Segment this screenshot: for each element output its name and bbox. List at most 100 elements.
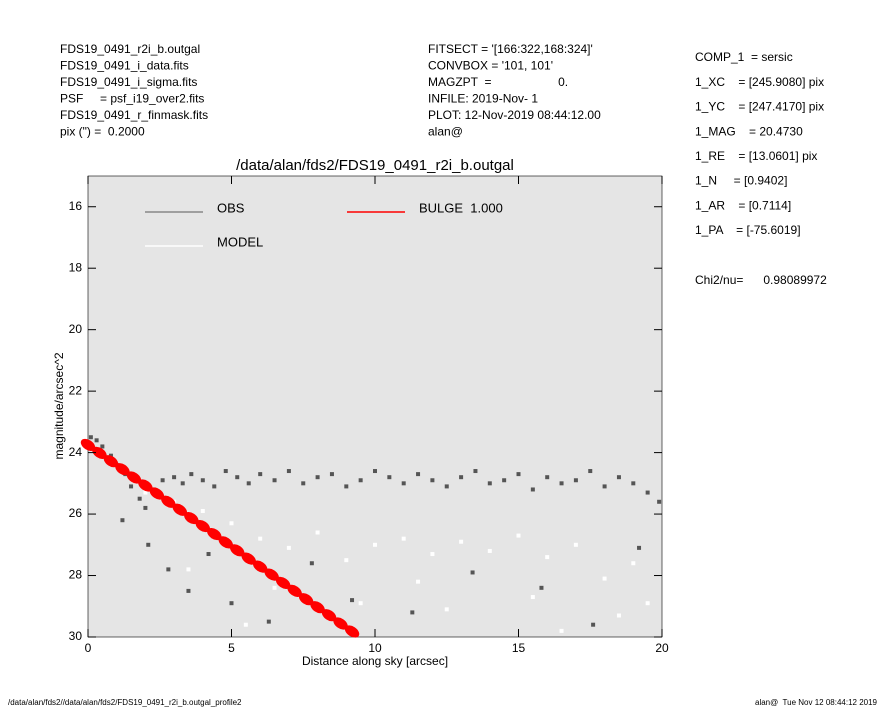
y-tick-label: 18	[69, 260, 83, 274]
point	[470, 570, 475, 575]
point	[410, 610, 415, 615]
point	[212, 484, 217, 489]
point	[186, 588, 191, 593]
point	[657, 499, 662, 504]
point	[559, 628, 564, 633]
point	[120, 518, 125, 523]
point	[200, 508, 205, 513]
point	[645, 490, 650, 495]
point	[180, 481, 185, 486]
point	[315, 475, 320, 480]
point	[160, 478, 165, 483]
point	[416, 579, 421, 584]
bulge-point	[126, 471, 142, 484]
legend-label: OBS	[217, 200, 245, 215]
point	[487, 548, 492, 553]
header-left: FDS19_0491_r_finmask.fits	[60, 108, 208, 122]
point	[143, 490, 148, 495]
point	[100, 444, 105, 449]
bulge-point	[80, 438, 96, 452]
x-axis-label: Distance along sky [arcsec]	[302, 654, 448, 668]
y-tick-label: 26	[69, 506, 83, 520]
bulge-point	[344, 625, 360, 638]
bulge-point	[161, 495, 176, 508]
bulge-point	[275, 576, 291, 590]
point	[602, 484, 607, 489]
point	[631, 561, 636, 566]
point	[539, 585, 544, 590]
point	[545, 555, 550, 560]
header-middle: PLOT: 12-Nov-2019 08:44:12.00	[428, 108, 601, 122]
bulge-point	[264, 568, 279, 581]
header-right: 1_PA = [-75.6019]	[695, 223, 801, 237]
point	[186, 567, 191, 572]
point	[272, 478, 277, 483]
y-tick-label: 20	[69, 322, 83, 336]
bulge-point	[241, 552, 256, 565]
point	[266, 619, 271, 624]
point	[301, 481, 306, 486]
point	[206, 552, 211, 557]
footer-left: /data/alan/fds2//data/alan/fds2/FDS19_04…	[8, 698, 242, 707]
point	[530, 595, 535, 600]
point	[430, 552, 435, 557]
point	[502, 478, 507, 483]
bulge-point	[207, 527, 222, 541]
point	[559, 481, 564, 486]
header-middle: CONVBOX = '101, 101'	[428, 59, 553, 73]
point	[387, 475, 392, 480]
point	[358, 601, 363, 606]
bulge-point	[253, 560, 268, 573]
bulge-point	[321, 609, 337, 622]
point	[444, 607, 449, 612]
y-tick-label: 16	[69, 199, 83, 213]
bulge-point	[287, 584, 302, 597]
header-right: 1_MAG = 20.4730	[695, 124, 803, 138]
header-middle: alan@	[428, 125, 463, 139]
point	[229, 601, 234, 606]
point	[473, 469, 478, 474]
point	[189, 472, 194, 477]
point	[516, 472, 521, 477]
point	[143, 505, 148, 510]
y-tick-label: 28	[69, 568, 83, 582]
x-tick-label: 0	[85, 641, 92, 655]
point	[286, 545, 291, 550]
header-right: COMP_1 = sersic	[695, 50, 793, 64]
point	[146, 542, 151, 547]
point	[401, 481, 406, 486]
point	[530, 487, 535, 492]
bulge-point	[218, 536, 233, 549]
point	[588, 469, 593, 474]
header-left: FDS19_0491_i_sigma.fits	[60, 75, 197, 89]
point	[223, 469, 228, 474]
point	[200, 478, 205, 483]
point	[344, 484, 349, 489]
header-left: pix (") = 0.2000	[60, 125, 145, 139]
bulge-point	[184, 511, 199, 525]
point	[315, 530, 320, 535]
bulge-point	[230, 544, 245, 557]
point	[137, 496, 142, 501]
point	[88, 435, 93, 440]
header-middle: MAGZPT = 0.	[428, 75, 568, 89]
point	[246, 481, 251, 486]
point	[344, 558, 349, 563]
header-right: 1_XC = [245.9080] pix	[695, 75, 824, 89]
y-tick-label: 22	[69, 383, 83, 397]
x-tick-label: 15	[512, 641, 526, 655]
point	[430, 478, 435, 483]
point	[235, 475, 240, 480]
header-right: 1_AR = [0.7114]	[695, 198, 791, 212]
point	[350, 598, 355, 603]
header-right: 1_YC = [247.4170] pix	[695, 100, 824, 114]
bulge-point	[138, 479, 153, 492]
point	[129, 484, 134, 489]
bulge-point	[172, 503, 188, 516]
chi2: Chi2/nu= 0.98089972	[695, 273, 827, 287]
header-left: PSF = psf_i19_over2.fits	[60, 92, 204, 106]
legend-label: MODEL	[217, 234, 263, 249]
point	[373, 469, 377, 474]
x-tick-label: 5	[228, 641, 235, 655]
point	[545, 475, 550, 480]
